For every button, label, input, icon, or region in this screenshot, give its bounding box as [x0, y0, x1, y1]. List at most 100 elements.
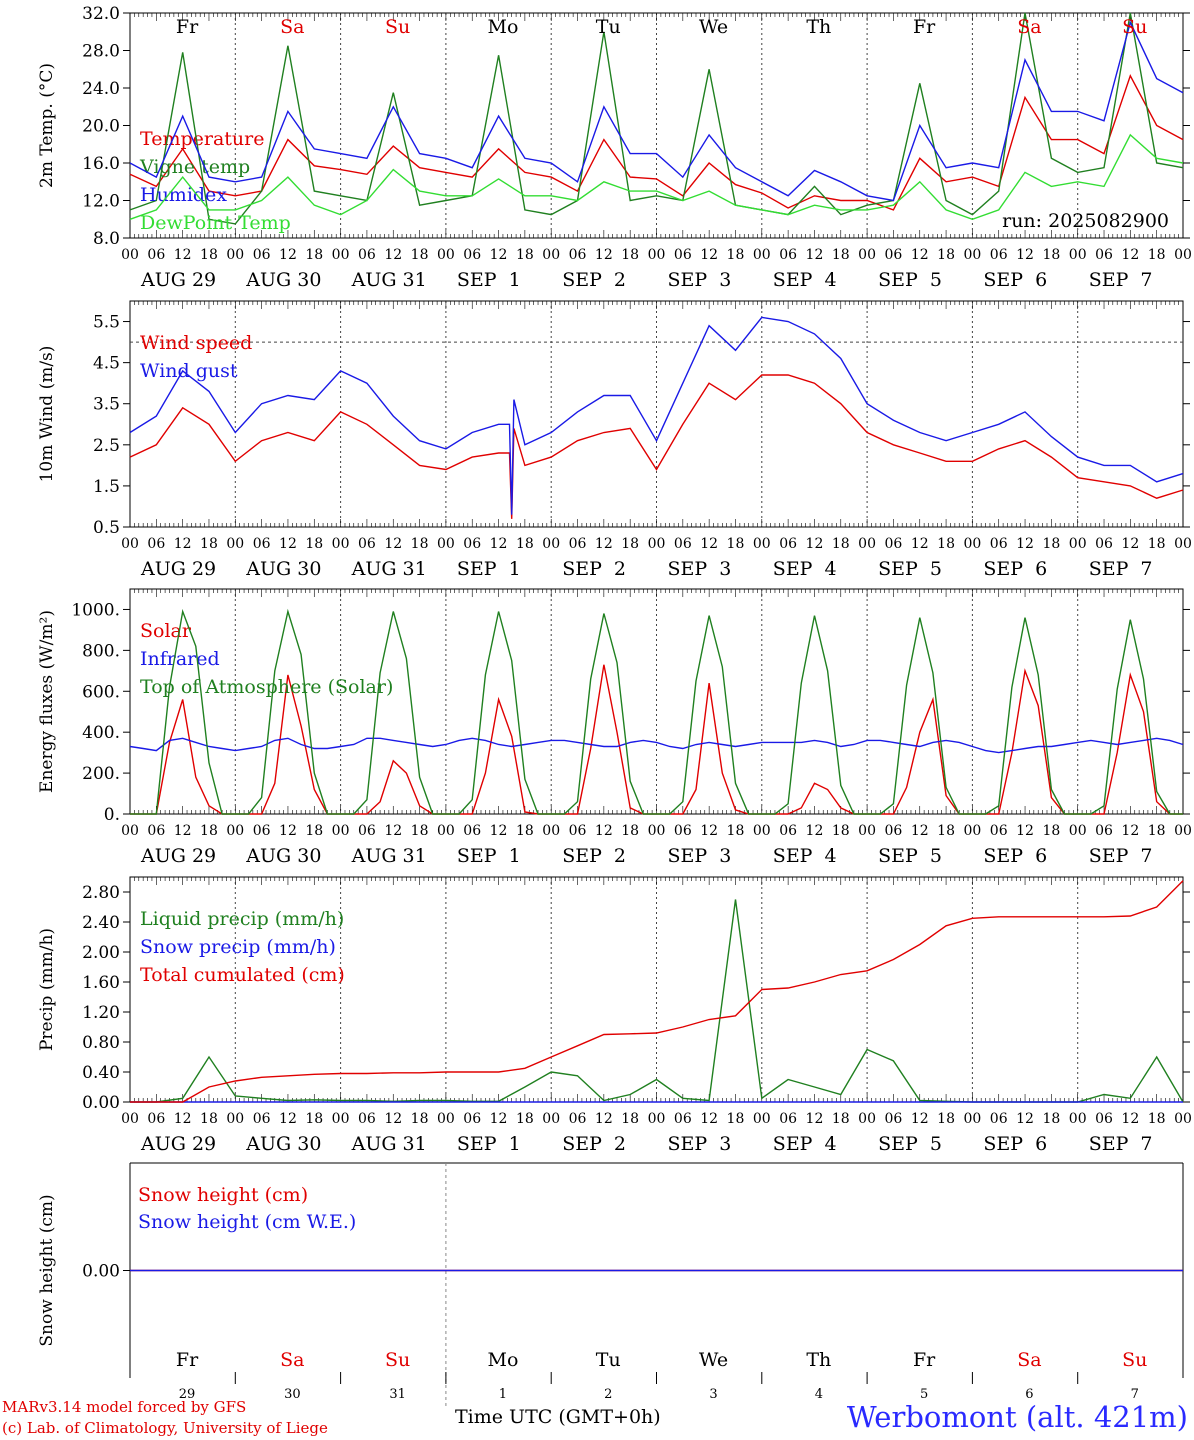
hour-tick-label: 12 [700, 536, 718, 552]
weekday-label: Mo [487, 16, 518, 38]
series-line-wind-speed [129, 374, 1184, 519]
date-label: SEP 3 [668, 269, 732, 291]
hour-tick-label: 06 [885, 247, 903, 263]
weekday-label: Sa [1017, 16, 1041, 38]
hour-tick-label: 12 [1016, 823, 1034, 839]
hour-tick-label: 12 [1016, 247, 1034, 263]
hour-tick-label: 18 [621, 823, 639, 839]
hour-tick-label: 18 [305, 823, 323, 839]
hour-tick-label: 06 [463, 1111, 481, 1127]
hour-tick-label: 00 [1174, 536, 1192, 552]
hour-tick-label: 12 [700, 247, 718, 263]
hour-tick-label: 00 [648, 823, 666, 839]
hour-tick-label: 12 [384, 247, 402, 263]
hour-tick-label: 12 [279, 823, 297, 839]
day-number-label: 4 [815, 1387, 823, 1402]
day-number-label: 5 [920, 1387, 928, 1402]
hour-tick-label: 18 [727, 823, 745, 839]
hour-tick-label: 12 [384, 536, 402, 552]
hour-tick-label: 06 [1095, 247, 1113, 263]
date-label: AUG 31 [351, 845, 427, 867]
weekday-label: Tu [596, 1349, 621, 1371]
date-label: AUG 30 [245, 1133, 321, 1155]
legend-entry: Snow height (cm W.E.) [138, 1211, 356, 1233]
hour-tick-label: 00 [226, 823, 244, 839]
series-line-humidex [129, 20, 1184, 202]
hour-tick-label: 00 [648, 247, 666, 263]
hour-tick-label: 00 [1069, 823, 1087, 839]
hour-tick-label: 06 [674, 1111, 692, 1127]
hour-tick-label: 00 [226, 1111, 244, 1127]
date-label: SEP 2 [562, 269, 626, 291]
hour-tick-label: 18 [1042, 1111, 1060, 1127]
weekday-label: Mo [487, 1349, 518, 1371]
date-label: SEP 4 [773, 558, 837, 580]
weekday-label: Tu [596, 16, 621, 38]
day-number-label: 30 [284, 1387, 301, 1402]
date-label: AUG 29 [140, 269, 216, 291]
y-tick-label: 16.0 [82, 154, 120, 174]
date-label: SEP 7 [1089, 845, 1153, 867]
hour-tick-label: 06 [463, 247, 481, 263]
date-label: AUG 29 [140, 1133, 216, 1155]
date-label: SEP 4 [773, 845, 837, 867]
legend-entry: Total cumulated (cm) [140, 964, 345, 986]
hour-tick-label: 00 [963, 536, 981, 552]
hour-tick-label: 00 [648, 536, 666, 552]
hour-tick-label: 18 [1042, 536, 1060, 552]
hour-tick-label: 06 [779, 1111, 797, 1127]
legend-entry: Liquid precip (mm/h) [140, 908, 344, 930]
hour-tick-label: 18 [200, 1111, 218, 1127]
hour-tick-label: 18 [621, 247, 639, 263]
y-tick-label: 3.5 [93, 395, 120, 415]
hour-tick-label: 18 [411, 247, 429, 263]
weekday-label: Su [385, 1349, 410, 1371]
day-number-label: 1 [499, 1387, 507, 1402]
hour-tick-label: 00 [858, 823, 876, 839]
hour-tick-label: 12 [1121, 247, 1139, 263]
series-line-wind-gust [129, 316, 1184, 515]
hour-tick-label: 06 [674, 247, 692, 263]
day-number-label: 31 [389, 1387, 406, 1402]
hour-tick-label: 12 [490, 247, 508, 263]
date-label: AUG 29 [140, 845, 216, 867]
y-axis-label: 2m Temp. (°C) [37, 63, 57, 188]
weekday-label: Fr [176, 16, 199, 38]
hour-tick-label: 00 [121, 1111, 139, 1127]
hour-tick-label: 18 [832, 536, 850, 552]
series-line-total-cumulated-cm- [130, 880, 1184, 1103]
weekday-label: Fr [913, 1349, 936, 1371]
model-credit: MARv3.14 model forced by GFS [2, 1398, 247, 1416]
hour-tick-label: 12 [595, 1111, 613, 1127]
hour-tick-label: 12 [806, 536, 824, 552]
y-tick-label: 0.00 [82, 1262, 120, 1282]
hour-tick-label: 12 [174, 823, 192, 839]
date-label: SEP 7 [1089, 269, 1153, 291]
hour-tick-label: 18 [727, 1111, 745, 1127]
hour-tick-label: 00 [753, 247, 771, 263]
hour-tick-label: 18 [200, 247, 218, 263]
hour-tick-label: 06 [358, 823, 376, 839]
hour-tick-label: 12 [911, 247, 929, 263]
date-label: SEP 3 [668, 845, 732, 867]
panel-4: 0.00 0.40 0.80 1.20 1.60 2.00 2.40 2.80 Precip (… [37, 876, 1192, 1155]
day-number-label: 29 [179, 1387, 196, 1402]
copyright-credit: (c) Lab. of Climatology, University of L… [2, 1419, 328, 1437]
hour-tick-label: 06 [990, 536, 1008, 552]
legend-entry: Wind gust [140, 360, 238, 382]
hour-tick-label: 06 [990, 1111, 1008, 1127]
date-label: SEP 6 [983, 558, 1047, 580]
hour-tick-label: 06 [990, 823, 1008, 839]
hour-tick-label: 00 [1174, 1111, 1192, 1127]
hour-tick-label: 18 [937, 536, 955, 552]
hour-tick-label: 06 [569, 823, 587, 839]
hour-tick-label: 18 [1148, 247, 1166, 263]
hour-tick-label: 12 [490, 1111, 508, 1127]
day-number-label: 7 [1131, 1387, 1139, 1402]
y-tick-label: 400. [82, 723, 120, 743]
hour-tick-label: 12 [1016, 536, 1034, 552]
hour-tick-label: 12 [279, 1111, 297, 1127]
y-tick-label: 0. [104, 805, 120, 825]
date-label: AUG 29 [140, 558, 216, 580]
date-label: SEP 1 [457, 845, 521, 867]
